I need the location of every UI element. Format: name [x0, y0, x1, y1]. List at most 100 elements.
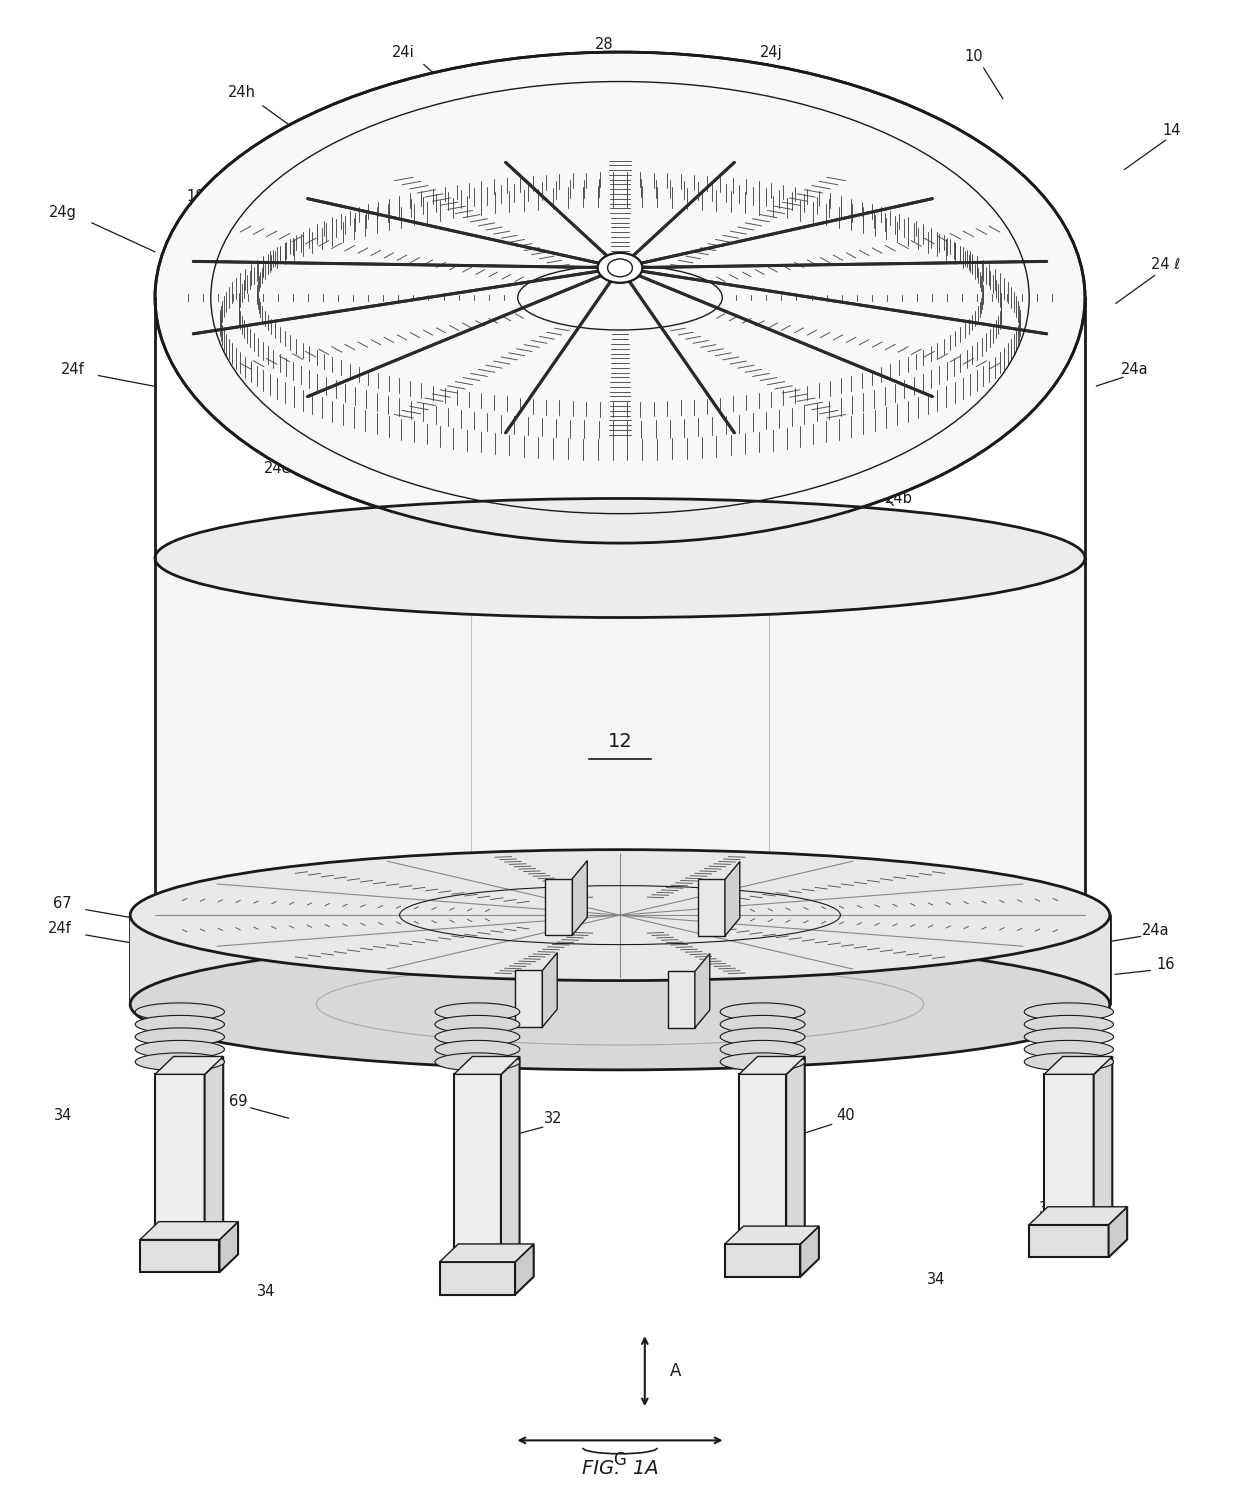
Ellipse shape [155, 856, 1085, 975]
Text: 24f: 24f [48, 921, 72, 936]
Polygon shape [454, 1056, 520, 1074]
Text: G: G [614, 1451, 626, 1469]
Text: 69: 69 [229, 1094, 247, 1109]
Polygon shape [155, 1056, 223, 1074]
Ellipse shape [435, 1015, 520, 1033]
Polygon shape [515, 970, 542, 1027]
Polygon shape [440, 1244, 533, 1262]
Ellipse shape [1024, 1028, 1114, 1046]
Text: A: A [670, 1362, 682, 1381]
Polygon shape [1044, 1074, 1094, 1225]
Ellipse shape [720, 1003, 805, 1021]
Polygon shape [155, 558, 1085, 915]
Text: 24c: 24c [687, 510, 714, 525]
Text: 34: 34 [258, 1284, 275, 1299]
Polygon shape [205, 1056, 223, 1240]
Text: 24b: 24b [885, 491, 913, 506]
Text: 32: 32 [544, 1112, 562, 1126]
Ellipse shape [720, 1054, 805, 1071]
Ellipse shape [130, 850, 1110, 981]
Polygon shape [698, 879, 725, 936]
Text: 28: 28 [594, 37, 614, 52]
Text: 24i: 24i [392, 45, 414, 60]
Text: 32: 32 [1039, 1201, 1056, 1216]
Text: 24k: 24k [898, 116, 925, 131]
Text: 18: 18 [186, 189, 205, 204]
Polygon shape [1109, 1207, 1127, 1257]
Text: 24g: 24g [50, 205, 77, 220]
Ellipse shape [135, 1003, 224, 1021]
Polygon shape [1094, 1056, 1112, 1225]
Polygon shape [515, 1244, 533, 1295]
Polygon shape [542, 952, 557, 1027]
Polygon shape [546, 878, 573, 934]
Text: 24a: 24a [1142, 923, 1169, 937]
Text: 24: 24 [935, 149, 955, 164]
Ellipse shape [135, 1028, 224, 1046]
Ellipse shape [135, 1015, 224, 1033]
Polygon shape [739, 1056, 805, 1074]
Polygon shape [155, 1074, 205, 1240]
Text: 40: 40 [836, 1109, 856, 1123]
Ellipse shape [1024, 1015, 1114, 1033]
Ellipse shape [598, 253, 642, 283]
Ellipse shape [1024, 1040, 1114, 1058]
Ellipse shape [435, 1028, 520, 1046]
Polygon shape [667, 972, 694, 1028]
Text: 14: 14 [1163, 124, 1180, 138]
Text: 24s: 24s [802, 992, 830, 1007]
Polygon shape [1029, 1225, 1109, 1257]
Text: FIG.  1A: FIG. 1A [582, 1460, 658, 1478]
Text: 24 ℓ: 24 ℓ [1151, 257, 1180, 272]
Ellipse shape [435, 1054, 520, 1071]
Text: 24h: 24h [228, 85, 255, 100]
Polygon shape [454, 1074, 501, 1262]
Polygon shape [501, 1056, 520, 1262]
Polygon shape [725, 1244, 800, 1277]
Polygon shape [739, 1074, 786, 1244]
Polygon shape [725, 1226, 818, 1244]
Ellipse shape [720, 1040, 805, 1058]
Ellipse shape [155, 498, 1085, 618]
Polygon shape [800, 1226, 818, 1277]
Ellipse shape [720, 1015, 805, 1033]
Ellipse shape [1024, 1003, 1114, 1021]
Text: 12: 12 [608, 732, 632, 750]
Text: 34: 34 [53, 1109, 72, 1123]
Text: 16: 16 [1157, 957, 1174, 972]
Polygon shape [786, 1056, 805, 1244]
Text: 67: 67 [53, 896, 72, 911]
Ellipse shape [135, 1040, 224, 1058]
Text: 24b: 24b [854, 1015, 882, 1030]
Polygon shape [1029, 1207, 1127, 1225]
Text: 24f: 24f [61, 362, 84, 376]
Text: 24j: 24j [760, 45, 782, 60]
Polygon shape [140, 1222, 238, 1240]
Text: 24s: 24s [331, 992, 358, 1007]
Text: 34: 34 [928, 1272, 945, 1287]
Text: 24e: 24e [264, 461, 291, 476]
Polygon shape [219, 1222, 238, 1272]
Polygon shape [1044, 1056, 1112, 1074]
Text: 24a: 24a [1121, 362, 1148, 376]
Polygon shape [130, 915, 1110, 1004]
Ellipse shape [1024, 1054, 1114, 1071]
Text: 24d: 24d [443, 516, 470, 531]
Ellipse shape [720, 1028, 805, 1046]
Text: 24d: 24d [476, 1042, 503, 1056]
Text: 24: 24 [174, 987, 193, 1001]
Ellipse shape [130, 939, 1110, 1070]
Ellipse shape [598, 253, 642, 283]
Text: 24c: 24c [629, 992, 656, 1007]
Polygon shape [140, 1240, 219, 1272]
Ellipse shape [608, 259, 632, 277]
Ellipse shape [435, 1040, 520, 1058]
Ellipse shape [435, 1003, 520, 1021]
Ellipse shape [135, 1054, 224, 1071]
Polygon shape [440, 1262, 515, 1295]
Ellipse shape [155, 52, 1085, 543]
Text: 24e: 24e [294, 1015, 321, 1030]
Polygon shape [694, 954, 709, 1028]
Ellipse shape [608, 259, 632, 277]
Polygon shape [573, 860, 588, 934]
